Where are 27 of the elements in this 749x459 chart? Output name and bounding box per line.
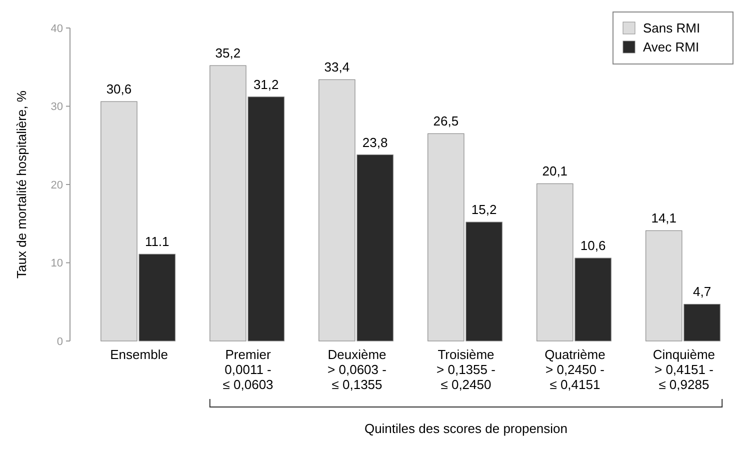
data-label: 10,6	[580, 238, 606, 254]
y-tick-label: 0	[56, 336, 63, 348]
data-label: 30,6	[106, 82, 132, 97]
data-label: 15,2	[471, 202, 497, 218]
x-tick-label: Cinquième > 0,4151 - ≤ 0,9285	[652, 347, 716, 392]
data-label: 14,1	[651, 210, 677, 226]
x-tick-label: Troisième > 0,1355 - ≤ 0,2450	[436, 347, 496, 392]
data-label: 20,1	[542, 164, 568, 179]
y-tick-label: 30	[50, 101, 63, 114]
legend-label: Sans RMI	[643, 20, 700, 36]
data-label: 26,5	[433, 114, 459, 129]
y-tick-label: 40	[50, 22, 63, 35]
x-tick-label: Deuxième > 0,0603 - ≤ 0,1355	[328, 347, 386, 392]
data-label: 31,2	[253, 76, 279, 92]
x-tick-label: Quatrième > 0,2450 - ≤ 0,4151	[544, 347, 606, 392]
x-tick-label: Premier 0,0011 - ≤ 0,0603	[222, 347, 274, 392]
data-label: 11.1	[144, 234, 170, 250]
y-tick-label: 20	[50, 179, 63, 192]
data-label: 4,7	[692, 284, 712, 300]
y-axis-title: Taux de mortalité hospitalière, %	[14, 90, 29, 278]
data-label: 33,4	[324, 60, 350, 75]
x-axis-title: Quintiles des scores de propension	[364, 421, 568, 436]
x-tick-label: Ensemble	[110, 347, 168, 362]
legend-label: Avec RMI	[643, 40, 700, 55]
y-tick-label: 10	[50, 258, 63, 270]
data-label: 35,2	[215, 46, 241, 61]
data-label: 23,8	[362, 134, 388, 150]
